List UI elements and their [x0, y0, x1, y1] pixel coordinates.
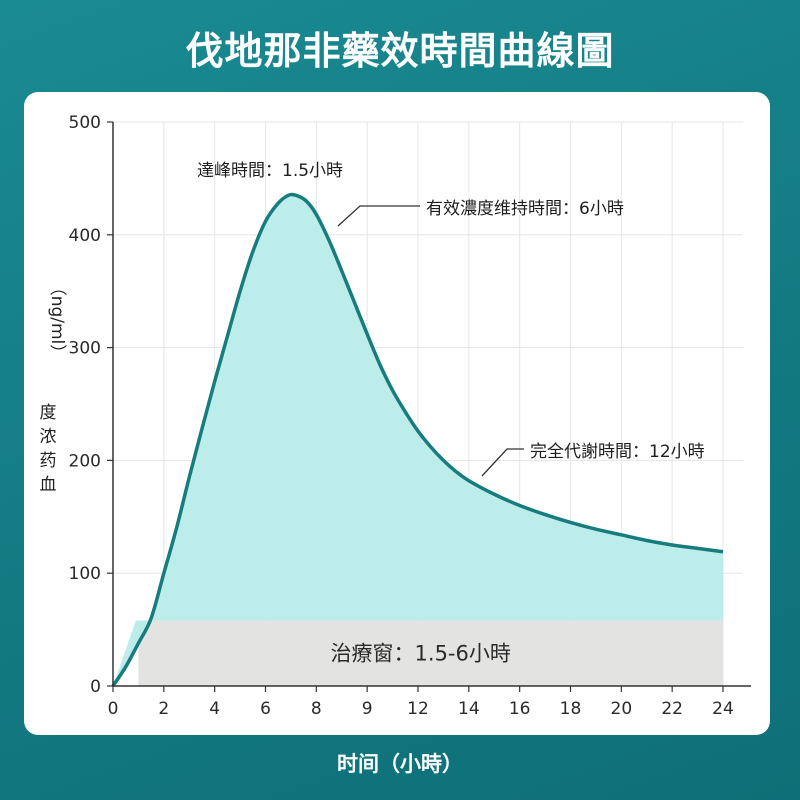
- x-tick-label: 20: [611, 699, 633, 719]
- y-tick-label: 500: [69, 113, 101, 133]
- x-tick-label: 4: [209, 699, 220, 719]
- x-tick-label: 14: [458, 699, 480, 719]
- y-tick-label: 400: [69, 226, 101, 246]
- x-tick-label: 2: [158, 699, 169, 719]
- x-tick-label: 12: [407, 699, 429, 719]
- therapeutic-window-label: 治療窗：1.5-6小時: [331, 641, 511, 665]
- y-axis-ticks: 0 100 200 300 400 500: [69, 113, 113, 697]
- x-tick-label: 9: [362, 699, 373, 719]
- effective-leader-line: [337, 205, 420, 227]
- metabolism-leader-line: [481, 448, 524, 477]
- y-tick-label: 100: [69, 564, 101, 584]
- effective-duration-annotation: 有效濃度维持時間：6小時: [426, 199, 624, 219]
- peak-time-annotation: 達峰時間：1.5小時: [197, 161, 343, 181]
- x-tick-label: 6: [260, 699, 271, 719]
- x-tick-label: 24: [712, 699, 734, 719]
- y-tick-label: 200: [69, 451, 101, 471]
- concentration-curve: [111, 192, 724, 687]
- metabolism-time-annotation: 完全代謝時間：12小時: [530, 442, 705, 462]
- concentration-area: [113, 194, 723, 686]
- x-axis-ticks: 0 2 4 6 8 9 12 14 16 18 20 22 24: [108, 686, 734, 719]
- y-axis-label: 度浓药血: [40, 403, 57, 495]
- x-axis-label: 时间（小時）: [337, 752, 463, 776]
- x-tick-label: 8: [311, 699, 322, 719]
- axes: [112, 122, 751, 687]
- x-tick-label: 22: [661, 699, 683, 719]
- y-tick-label: 300: [69, 339, 101, 359]
- therapeutic-window-band: [138, 620, 723, 686]
- y-tick-label: 0: [90, 677, 101, 697]
- y-axis-unit-label: （ng/ml）: [47, 279, 67, 362]
- x-tick-label: 0: [108, 699, 119, 719]
- x-tick-label: 18: [560, 699, 582, 719]
- page-title: 伐地那非藥效時間曲線圖: [185, 29, 615, 73]
- x-tick-label: 16: [509, 699, 531, 719]
